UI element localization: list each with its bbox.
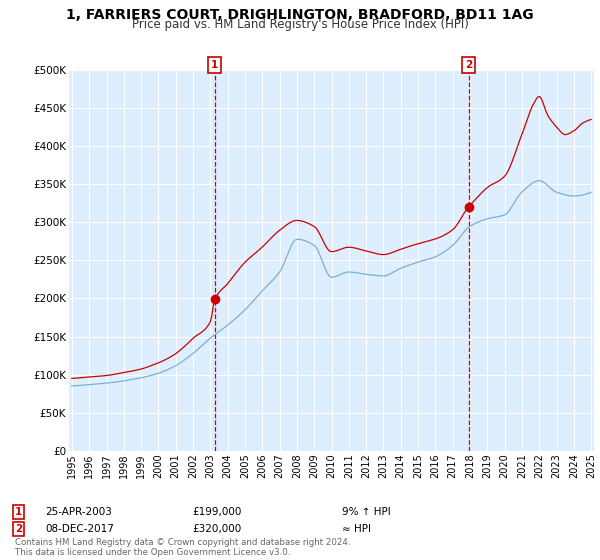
Text: 1: 1 <box>15 507 22 517</box>
Text: 08-DEC-2017: 08-DEC-2017 <box>45 524 114 534</box>
Text: 2: 2 <box>465 60 472 70</box>
Text: 2: 2 <box>15 524 22 534</box>
Text: Price paid vs. HM Land Registry's House Price Index (HPI): Price paid vs. HM Land Registry's House … <box>131 18 469 31</box>
Text: 25-APR-2003: 25-APR-2003 <box>45 507 112 517</box>
Text: 1, FARRIERS COURT, DRIGHLINGTON, BRADFORD, BD11 1AG: 1, FARRIERS COURT, DRIGHLINGTON, BRADFOR… <box>66 8 534 22</box>
Text: £199,000: £199,000 <box>192 507 241 517</box>
Text: 9% ↑ HPI: 9% ↑ HPI <box>342 507 391 517</box>
Text: 1: 1 <box>211 60 218 70</box>
Text: £320,000: £320,000 <box>192 524 241 534</box>
Text: ≈ HPI: ≈ HPI <box>342 524 371 534</box>
Text: Contains HM Land Registry data © Crown copyright and database right 2024.
This d: Contains HM Land Registry data © Crown c… <box>15 538 350 557</box>
